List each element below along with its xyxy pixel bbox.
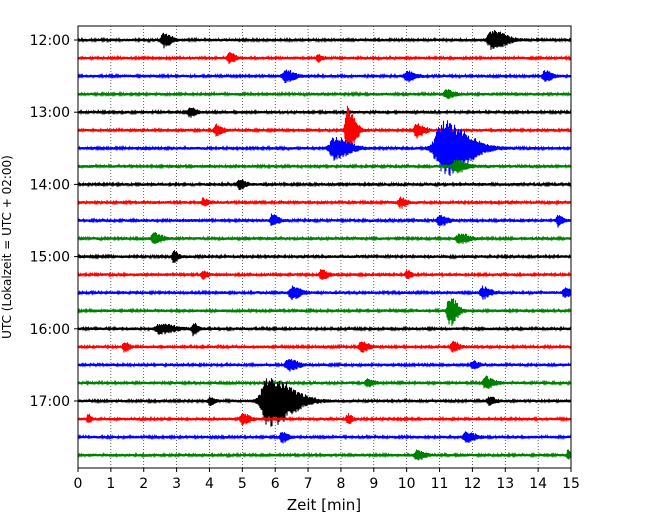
y-tick-label: 16:00	[30, 322, 70, 338]
x-tick-label: 7	[304, 476, 313, 492]
x-tick-label: 12	[463, 476, 481, 492]
trace-1615	[77, 340, 572, 353]
y-tick-label: 15:00	[30, 250, 70, 266]
x-axis-label: Zeit [min]	[287, 496, 361, 514]
x-tick-label: 14	[529, 476, 547, 492]
trace-1715	[77, 413, 572, 426]
trace-1500	[77, 250, 572, 263]
trace-1200	[77, 30, 572, 50]
x-tick-label: 8	[336, 476, 345, 492]
y-axis-ticks: 12:00 13:00 14:00 15:00 16:00 17:00	[30, 33, 78, 410]
trace-1315	[77, 105, 572, 153]
trace-1330	[77, 120, 572, 177]
x-tick-label: 9	[369, 476, 378, 492]
trace-1530	[77, 285, 572, 301]
trace-1345	[77, 159, 572, 174]
trace-1245	[77, 89, 572, 100]
x-tick-label: 5	[238, 476, 247, 492]
x-tick-label: 2	[139, 476, 148, 492]
trace-1300	[77, 107, 572, 118]
trace-1415	[77, 196, 572, 209]
trace-1515	[77, 269, 572, 280]
trace-1230	[77, 69, 572, 84]
x-tick-label: 13	[496, 476, 514, 492]
trace-1745	[77, 449, 572, 461]
x-tick-label: 4	[205, 476, 214, 492]
y-tick-label: 17:00	[30, 394, 70, 410]
y-tick-label: 14:00	[30, 177, 70, 193]
trace-1400	[77, 179, 572, 191]
trace-1630	[77, 358, 572, 372]
x-tick-label: 10	[398, 476, 416, 492]
y-tick-label: 13:00	[30, 105, 70, 121]
seismic-traces	[77, 30, 572, 461]
trace-1445	[77, 232, 572, 245]
trace-1215	[77, 52, 572, 64]
x-tick-label: 15	[562, 476, 580, 492]
trace-1545	[77, 298, 572, 326]
trace-1645	[77, 375, 572, 389]
trace-1600	[77, 322, 572, 337]
y-tick-label: 12:00	[30, 33, 70, 49]
x-tick-label: 0	[74, 476, 83, 492]
trace-1700	[77, 378, 572, 427]
x-axis-ticks: 0 1 2 3 4 5 6 7 8 9 10 11 12 13 14 15	[74, 468, 580, 492]
x-tick-label: 1	[106, 476, 115, 492]
x-tick-label: 6	[271, 476, 280, 492]
plot-frame	[77, 25, 572, 469]
y-axis-label: UTC (Lokalzeit = UTC + 02:00)	[0, 155, 14, 339]
x-tick-label: 11	[431, 476, 449, 492]
trace-1430	[77, 213, 572, 228]
x-tick-label: 3	[172, 476, 181, 492]
trace-1730	[77, 431, 572, 444]
